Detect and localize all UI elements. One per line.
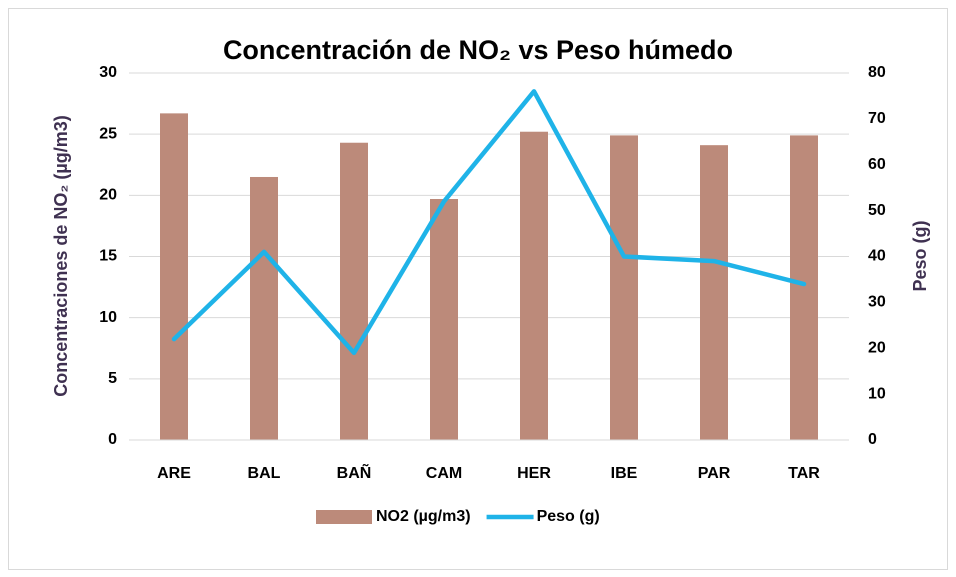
y-tick-label: 30 [99,64,117,81]
legend-label: NO2 (µg/m3) [376,508,471,525]
x-tick-label: TAR [788,465,820,482]
y-tick-label: 15 [99,248,117,265]
x-tick-label: HER [517,465,551,482]
line [171,89,807,356]
y2-tick-label: 20 [868,339,886,356]
chart-title: Concentración de NO₂ vs Peso húmedo [223,35,733,65]
y2-tick-label: 60 [868,156,886,173]
legend-swatch [316,510,372,524]
y2-tick-label: 40 [868,248,886,265]
x-tick-label: BAÑ [337,462,372,482]
y-tick-label: 20 [99,187,117,204]
y-tick-label: 25 [99,125,117,142]
y2-tick-label: 0 [868,431,877,448]
y2-tick-label: 70 [868,110,886,127]
bar [700,145,728,440]
x-tick-label: IBE [611,465,638,482]
y2-tick-label: 30 [868,294,886,311]
x-tick-label: ARE [157,465,191,482]
legend-label: Peso (g) [537,508,600,525]
x-tick-label: CAM [426,465,462,482]
x-tick-label: PAR [698,465,731,482]
y2-tick-label: 50 [868,202,886,219]
x-tick-label: BAL [248,465,281,482]
bar [430,199,458,440]
y2-tick-label: 10 [868,385,886,402]
y-tick-label: 0 [108,431,117,448]
bar [340,142,368,441]
y2-tick-label: 80 [868,64,886,81]
y2-axis-title: Peso (g) [910,220,930,291]
bar [790,135,818,440]
y-tick-label: 5 [108,370,117,387]
bar [250,176,278,440]
y-axis-title: Concentraciones de NO₂ (µg/m3) [51,115,71,396]
bar [520,131,548,440]
bar [610,135,638,440]
bar [160,113,188,441]
y-tick-label: 10 [99,309,117,326]
